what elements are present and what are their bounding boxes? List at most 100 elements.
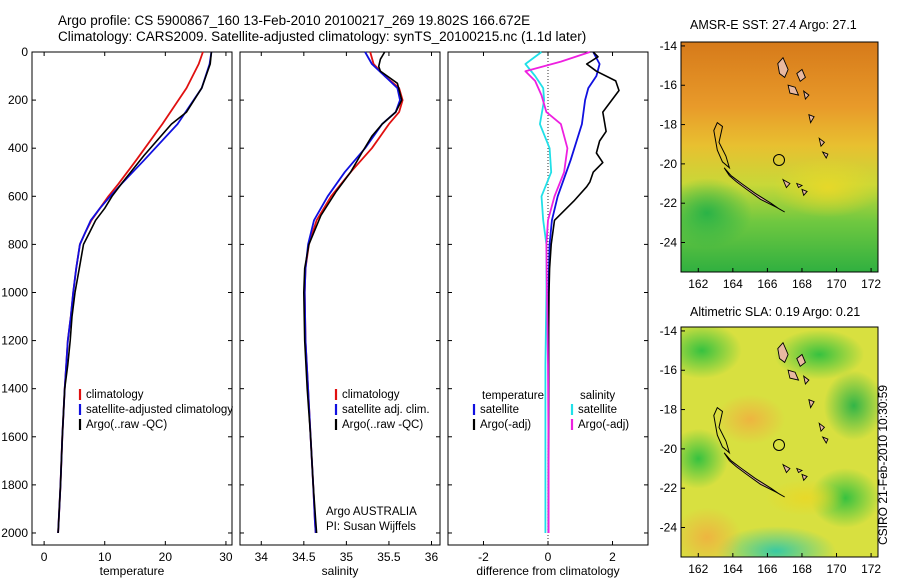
legend-label: satellite-adjusted climatology — [86, 404, 233, 416]
lon-tick-label: 172 — [861, 277, 881, 291]
island-small — [787, 84, 800, 96]
reef-outline — [713, 406, 731, 455]
island-small — [782, 178, 791, 189]
series-line-climatology — [303, 51, 404, 534]
lat-tick-label: -16 — [660, 78, 678, 92]
sla-map-title: Altimetric SLA: 0.19 Argo: 0.21 — [690, 305, 861, 319]
x-tick-label: 35.5 — [377, 550, 401, 564]
x-axis-label: salinity — [322, 564, 359, 578]
float-position-marker — [773, 153, 786, 166]
x-axis-label: temperature — [100, 564, 165, 578]
island-small — [808, 113, 815, 124]
y-tick-label: 2000 — [1, 526, 28, 540]
sst-blob — [681, 178, 752, 249]
x-tick-label: 0 — [41, 550, 48, 564]
series-line-satellite-adjusted-climatology — [57, 51, 213, 534]
map-frame-sla — [680, 326, 879, 558]
sla-blob — [765, 480, 846, 517]
legend-group-heading: salinity — [580, 390, 615, 402]
sla-blob — [823, 370, 878, 441]
lon-tick-label: 172 — [861, 562, 881, 576]
legend-label: Argo(-adj) — [480, 419, 531, 431]
figure-title-line2: Climatology: CARS2009. Satellite-adjuste… — [58, 29, 587, 44]
legend-label: Argo(..raw -QC) — [342, 419, 423, 431]
lat-tick-label: -24 — [660, 236, 678, 250]
island-small — [801, 473, 808, 482]
lon-tick-label: 168 — [792, 277, 812, 291]
legend-label: satellite — [578, 404, 617, 416]
sla-blob — [715, 394, 786, 445]
reef-outline — [713, 121, 731, 170]
series-line-climatology — [57, 51, 204, 534]
lat-tick-label: -22 — [660, 196, 678, 210]
series-line-temperature-satellite — [547, 51, 601, 533]
island-small — [821, 436, 829, 444]
y-tick-label: 600 — [8, 189, 28, 203]
map-field-sst — [681, 42, 878, 272]
legend-label: Argo(-adj) — [578, 419, 629, 431]
series-line-satellite-adj-clim- — [303, 51, 401, 534]
y-tick-label: 1000 — [1, 285, 28, 299]
island-small — [787, 369, 800, 381]
legend-label: Argo(..raw -QC) — [86, 419, 167, 431]
lon-tick-label: 164 — [723, 562, 743, 576]
legend-label: satellite — [480, 404, 519, 416]
lat-tick-label: -14 — [660, 39, 678, 53]
legend-group-heading: temperature — [482, 390, 544, 402]
plot-frame-temperature — [31, 51, 233, 546]
island-small — [821, 151, 829, 159]
sla-blob — [681, 428, 729, 489]
x-tick-label: -2 — [478, 550, 489, 564]
sla-blob — [774, 329, 865, 380]
lat-tick-label: -18 — [660, 403, 678, 417]
island-small — [795, 182, 804, 189]
annotation-text: PI: Susan Wijffels — [326, 521, 416, 533]
sla-blob — [681, 327, 742, 379]
island-small — [796, 68, 806, 83]
lon-tick-label: 170 — [827, 562, 847, 576]
float-position-marker — [773, 438, 786, 451]
plot-frame-salinity — [239, 51, 441, 546]
x-tick-label: 0 — [545, 550, 552, 564]
sst-map-title: AMSR-E SST: 27.4 Argo: 27.1 — [690, 18, 857, 32]
island-new-caledonia — [723, 452, 785, 498]
legend-label: climatology — [86, 389, 144, 401]
lon-tick-label: 166 — [757, 562, 777, 576]
x-tick-label: 35 — [340, 550, 354, 564]
y-tick-label: 200 — [8, 93, 28, 107]
series-line-temperature-argo-adj- — [547, 51, 620, 533]
lat-tick-label: -14 — [660, 324, 678, 338]
y-tick-label: 1800 — [1, 478, 28, 492]
island-small — [796, 353, 806, 368]
lon-tick-label: 166 — [757, 277, 777, 291]
y-tick-label: 1200 — [1, 334, 28, 348]
island-small — [801, 188, 808, 197]
island-new-caledonia — [723, 167, 785, 213]
x-tick-label: 10 — [98, 550, 112, 564]
panel-temperature: 0 10 20 30 temperature 0 200 400 600 800 1000 1200 1… — [1, 45, 233, 578]
y-tick-label: 400 — [8, 141, 28, 155]
x-tick-label: 34 — [255, 550, 269, 564]
lat-tick-label: -18 — [660, 118, 678, 132]
lon-tick-label: 162 — [688, 277, 708, 291]
y-tick-label: 0 — [21, 45, 28, 59]
sla-blob — [681, 507, 742, 557]
x-tick-label: 30 — [219, 550, 233, 564]
lon-tick-label: 168 — [792, 562, 812, 576]
figure-title-line1: Argo profile: CS 5900867_160 13-Feb-2010… — [58, 13, 531, 28]
island-small — [803, 89, 810, 100]
map-field-sla — [681, 327, 878, 557]
x-tick-label: 36 — [425, 550, 439, 564]
y-tick-label: 1400 — [1, 382, 28, 396]
map-frame-sst — [680, 41, 879, 273]
legend-label: satellite adj. clim. — [342, 404, 430, 416]
y-tick-label: 800 — [8, 237, 28, 251]
x-tick-label: 34.5 — [292, 550, 316, 564]
series-line-salinity-satellite — [524, 51, 553, 533]
map-sla: 162 164 166 168 170 172 -14 -16 -18 -20 -22 -24 — [660, 324, 882, 576]
legend-label: climatology — [342, 389, 400, 401]
lon-tick-label: 162 — [688, 562, 708, 576]
island-small — [818, 422, 826, 433]
